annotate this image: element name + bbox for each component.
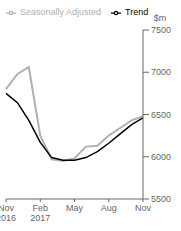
html-text:Trend: Trend: [125, 7, 149, 17]
svg-text:7000: 7000: [151, 67, 171, 77]
svg-text:5500: 5500: [151, 194, 171, 204]
svg-text:Nov: Nov: [135, 203, 152, 213]
svg-text:Feb2017: Feb2017: [30, 203, 50, 223]
svg-text:$m: $m: [154, 13, 167, 23]
svg-text:Nov2016: Nov2016: [8, 203, 16, 223]
svg-text:6500: 6500: [151, 110, 171, 120]
svg-text:Aug: Aug: [101, 203, 117, 213]
svg-text:7500: 7500: [151, 25, 171, 35]
html-text:Seasonally Adjusted: Seasonally Adjusted: [20, 7, 102, 17]
svg-text:May: May: [66, 203, 84, 213]
svg-text:6000: 6000: [151, 152, 171, 162]
